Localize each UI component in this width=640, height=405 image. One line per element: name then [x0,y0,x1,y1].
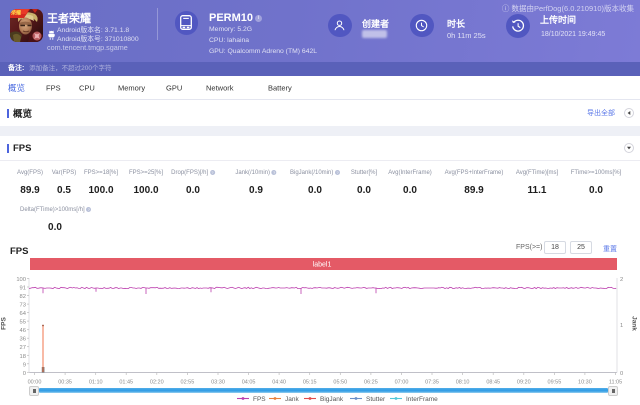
svg-text:07:35: 07:35 [425,380,439,386]
svg-text:100: 100 [16,277,26,283]
svg-text:FPS: FPS [253,396,266,403]
svg-text:05:15: 05:15 [303,380,317,386]
svg-text:08:45: 08:45 [486,380,500,386]
svg-text:91: 91 [20,286,26,292]
svg-text:0: 0 [620,371,623,377]
svg-text:82: 82 [20,294,26,300]
svg-text:03:30: 03:30 [211,380,225,386]
svg-text:18: 18 [20,354,26,360]
svg-text:01:10: 01:10 [89,380,103,386]
svg-text:荣耀: 荣耀 [10,10,21,17]
svg-text:InterFrame: InterFrame [406,396,438,403]
svg-text:06:25: 06:25 [364,380,378,386]
svg-text:09:55: 09:55 [548,380,562,386]
svg-text:2: 2 [620,277,623,283]
svg-text:64: 64 [20,311,27,317]
svg-text:05:50: 05:50 [333,380,347,386]
svg-text:46: 46 [20,328,26,334]
svg-text:label1: label1 [313,262,332,269]
svg-text:02:55: 02:55 [181,380,195,386]
svg-text:55: 55 [20,320,26,326]
svg-text:10:30: 10:30 [578,380,592,386]
svg-text:Stutter: Stutter [366,396,386,403]
svg-text:9: 9 [23,362,26,368]
svg-text:1: 1 [620,323,623,329]
svg-text:08:10: 08:10 [456,380,470,386]
svg-text:27: 27 [20,345,26,351]
svg-text:00:35: 00:35 [58,380,72,386]
svg-text:01:45: 01:45 [119,380,133,386]
svg-text:04:40: 04:40 [272,380,286,386]
svg-text:Jank: Jank [285,396,299,403]
svg-text:07:00: 07:00 [395,380,409,386]
svg-text:11:05: 11:05 [609,380,622,386]
svg-text:73: 73 [20,303,26,309]
svg-text:BigJank: BigJank [320,396,344,403]
svg-text:00:00: 00:00 [28,380,42,386]
svg-text:04:05: 04:05 [242,380,256,386]
svg-text:02:20: 02:20 [150,380,164,386]
svg-text:09:20: 09:20 [517,380,531,386]
svg-text:0: 0 [23,371,26,377]
svg-text:36: 36 [20,337,26,343]
